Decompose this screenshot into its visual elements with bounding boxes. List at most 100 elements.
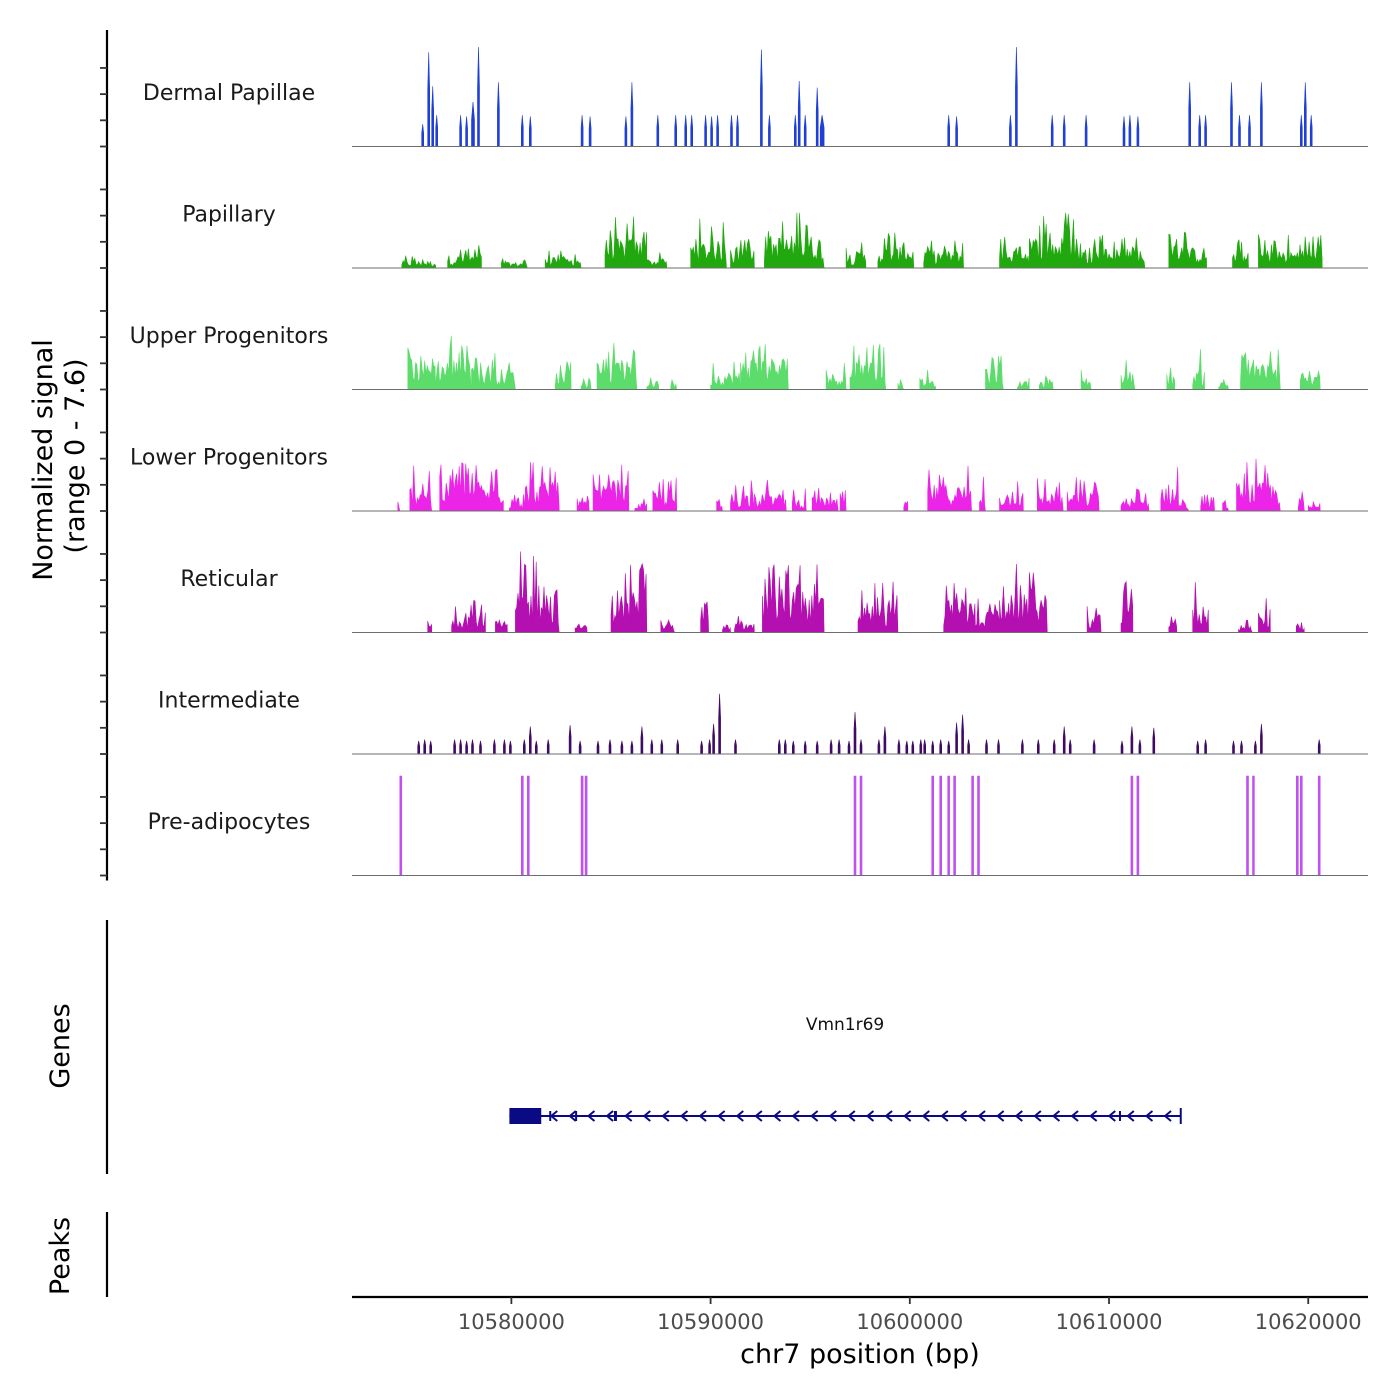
signal-peak <box>650 739 654 755</box>
signal-peak <box>1238 619 1254 633</box>
signal-peak <box>1307 500 1321 512</box>
signal-peak <box>546 739 550 755</box>
signal-peak <box>640 726 644 755</box>
signal-peak <box>939 739 942 755</box>
signal-peak <box>471 101 475 147</box>
signal-peak <box>527 775 530 876</box>
signal-peak <box>710 116 713 147</box>
gene-strand-arrow <box>847 1110 856 1122</box>
gene-strand-arrow <box>1014 1110 1023 1122</box>
gene-strand-arrow <box>1144 1110 1154 1122</box>
signal-peak <box>811 487 839 512</box>
gene-strand-arrow <box>586 1110 596 1122</box>
signal-peak <box>1015 46 1018 147</box>
gene-strand-arrow <box>996 1110 1005 1122</box>
signal-peak <box>515 551 560 633</box>
track-upper-progenitors <box>352 335 1368 390</box>
signal-peak <box>660 739 664 755</box>
gene-strand-arrow <box>754 1110 763 1122</box>
signal-peak <box>459 739 462 755</box>
signal-peak <box>939 775 942 876</box>
signal-peak <box>803 740 807 755</box>
signal-peak <box>596 740 600 755</box>
signal-peak <box>479 740 482 755</box>
signal-peak <box>1168 231 1207 269</box>
gene-label: Vmn1r69 <box>806 1015 884 1035</box>
signal-peak <box>1039 374 1054 390</box>
signal-peak <box>1240 740 1243 755</box>
signal-peak <box>1188 82 1191 147</box>
signal-peak <box>471 353 516 390</box>
signal-peak <box>905 740 909 755</box>
signal-peak <box>967 739 970 755</box>
signal-peak <box>1300 370 1321 390</box>
gene-strand-arrow <box>735 1110 744 1122</box>
signal-peak <box>459 115 462 147</box>
signal-peak <box>509 740 512 755</box>
signal-peak <box>624 116 628 147</box>
track-pre-adipocytes <box>352 775 1368 876</box>
y-axis-title-line2: (range 0 - 7.6) <box>60 358 91 553</box>
track-reticular <box>352 551 1368 633</box>
signal-peak <box>877 232 915 269</box>
signal-peak <box>947 775 950 876</box>
signal-peak <box>845 242 867 269</box>
gene-strand-arrow <box>679 1110 689 1122</box>
signal-peak <box>1240 349 1281 390</box>
signal-peak <box>397 501 401 512</box>
gene-strand-arrow <box>1126 1110 1135 1122</box>
x-tick-label: 10610000 <box>1056 1310 1163 1334</box>
signal-peak <box>784 739 787 755</box>
signal-peak <box>684 115 687 147</box>
signal-peak <box>859 775 863 876</box>
signal-peak <box>509 494 526 512</box>
signal-peak <box>610 562 648 633</box>
gene-strand-arrow <box>903 1110 912 1122</box>
track-label: Upper Progenitors <box>130 324 329 349</box>
signal-peak <box>1037 739 1040 755</box>
signal-peak <box>529 116 532 147</box>
gene-strand-arrow <box>1163 1110 1172 1122</box>
signal-peak <box>1192 582 1209 633</box>
signal-peak <box>1298 491 1305 512</box>
track-label: Dermal Papillae <box>143 81 315 106</box>
signal-peak <box>1248 115 1251 147</box>
track-lower-progenitors <box>352 458 1368 512</box>
signal-peak <box>521 115 524 147</box>
signal-peak <box>837 739 841 755</box>
signal-peak <box>792 488 807 512</box>
signal-peak <box>399 775 403 876</box>
signal-peak <box>730 480 755 512</box>
signal-peak <box>576 495 590 512</box>
gene-track: Vmn1r69 <box>105 920 1182 1174</box>
signal-peak <box>923 739 926 755</box>
signal-peak <box>897 379 905 390</box>
signal-peak <box>1068 739 1072 755</box>
gene-strand-arrow <box>698 1110 707 1122</box>
signal-peak <box>919 369 937 390</box>
signal-peak <box>1168 616 1178 633</box>
signal-peak <box>690 115 693 147</box>
signal-peak <box>762 564 825 633</box>
signal-peak <box>1296 622 1305 633</box>
signal-peak <box>1258 234 1323 269</box>
signal-peak <box>997 739 1000 755</box>
signal-peak <box>999 563 1048 633</box>
peaks-track-title: Peaks <box>45 1217 76 1295</box>
signal-peak <box>493 739 496 755</box>
gene-strand-arrow <box>810 1110 819 1122</box>
signal-peak <box>580 115 584 147</box>
gene-strand-arrow <box>884 1110 893 1122</box>
signal-peak <box>477 46 480 147</box>
signal-peak <box>760 49 763 147</box>
signal-peak <box>674 115 677 147</box>
signal-peak <box>646 377 660 390</box>
track-label: Papillary <box>182 203 276 228</box>
signal-peak <box>660 619 676 633</box>
signal-peak <box>853 775 857 876</box>
signal-peak <box>580 775 584 876</box>
gene-strand-arrow <box>791 1110 800 1122</box>
signal-peak <box>897 739 901 755</box>
signal-peak <box>439 462 504 512</box>
signal-peak <box>544 250 582 269</box>
